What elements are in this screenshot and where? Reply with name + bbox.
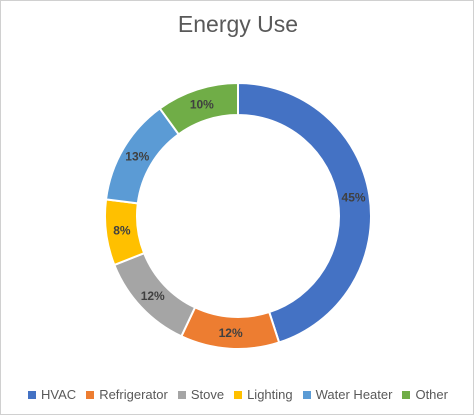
legend-swatch	[86, 390, 95, 399]
legend-label: HVAC	[41, 387, 77, 402]
data-label-other: 10%	[190, 98, 214, 112]
legend-item-hvac: HVAC	[28, 387, 76, 402]
legend-swatch	[302, 390, 311, 399]
donut-chart: 45% 12% 12% 8% 13% 10%	[104, 81, 372, 350]
data-label-stove: 12%	[141, 289, 165, 303]
legend-swatch	[177, 390, 186, 399]
data-label-lighting: 8%	[113, 224, 131, 238]
legend-label: Stove	[190, 387, 225, 402]
chart-title: Energy Use	[177, 11, 299, 37]
legend-label: Other	[415, 387, 448, 402]
chart-legend: HVAC Refrigerator Stove Lighting Water Heate…	[1, 387, 474, 402]
legend-item-stove: Stove	[177, 387, 225, 402]
data-label-hvac: 45%	[342, 191, 366, 205]
legend-item-lighting: Lighting	[234, 387, 293, 402]
data-label-water-heater: 13%	[125, 149, 149, 163]
legend-label: Lighting	[247, 387, 293, 402]
legend-swatch	[402, 390, 411, 399]
legend-item-water-heater: Water Heater	[302, 387, 393, 402]
donut-slice-other	[158, 81, 239, 136]
data-label-refrigerator: 12%	[219, 326, 243, 340]
legend-item-refrigerator: Refrigerator	[86, 387, 168, 402]
legend-swatch	[234, 390, 243, 399]
legend-label: Water Heater	[315, 387, 393, 402]
legend-item-other: Other	[402, 387, 448, 402]
legend-label: Refrigerator	[99, 387, 168, 402]
donut-slice-hvac	[237, 81, 372, 344]
legend-swatch	[28, 390, 37, 399]
